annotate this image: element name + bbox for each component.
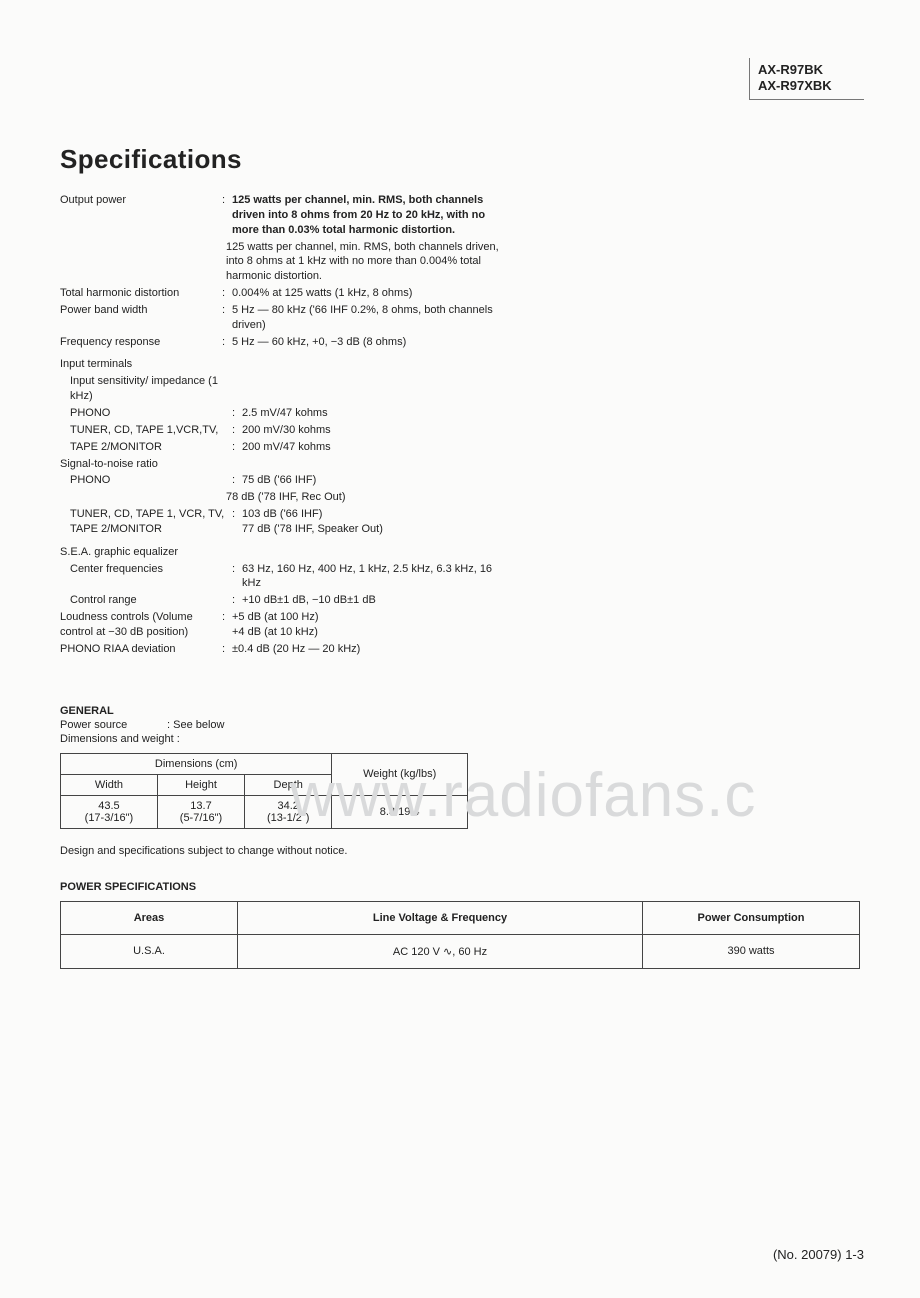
spec-loudness: Loudness controls (Volume control at −30… [60,610,504,640]
value-center-freq: 63 Hz, 160 Hz, 400 Hz, 1 kHz, 2.5 kHz, 6… [242,562,504,592]
value-thd: 0.004% at 125 watts (1 kHz, 8 ohms) [232,286,504,301]
spec-sn-phono: PHONO : 75 dB ('66 IHF) [60,473,504,488]
spec-phono: PHONO : 2.5 mV/47 kohms [60,406,504,421]
label-power-source: Power source [60,719,127,731]
value-phono-riaa: ±0.4 dB (20 Hz — 20 kHz) [232,642,504,657]
spec-block: Output power : 125 watts per channel, mi… [60,193,504,657]
value-sn-tuner-2: 77 dB ('78 IHF, Speaker Out) [242,522,504,537]
spec-thd: Total harmonic distortion : 0.004% at 12… [60,286,504,301]
cell-height: 13.7 (5-7/16") [157,795,244,828]
label-tuner-cd-tape1: TUNER, CD, TAPE 1,VCR,TV, [60,423,232,438]
label-sn: Signal-to-noise ratio [60,457,222,472]
value-fr: 5 Hz — 60 kHz, +0, −3 dB (8 ohms) [232,335,504,350]
label-tape2-monitor: TAPE 2/MONITOR [60,440,232,455]
label-sn-tuner: TUNER, CD, TAPE 1, VCR, TV, TAPE 2/MONIT… [60,507,232,537]
label-control-range: Control range [60,593,232,608]
value-phono: 2.5 mV/47 kohms [242,406,504,421]
spec-phono-riaa: PHONO RIAA deviation : ±0.4 dB (20 Hz — … [60,642,504,657]
spec-sea-label: S.E.A. graphic equalizer [60,545,504,560]
spec-output-power: Output power : 125 watts per channel, mi… [60,193,504,238]
page-title: Specifications [60,144,864,175]
value-control-range: +10 dB±1 dB, −10 dB±1 dB [242,593,504,608]
value-sn-tuner-1: 103 dB ('66 IHF) [242,507,504,522]
spec-sn-label: Signal-to-noise ratio [60,457,504,472]
power-heading: POWER SPECIFICATIONS [60,881,864,893]
label-input-sens: Input sensitivity/ impedance (1 kHz) [60,374,232,404]
spec-input-terminals: Input terminals [60,357,504,372]
label-phono: PHONO [60,406,232,421]
spec-power-band-width: Power band width : 5 Hz — 80 kHz ('66 IH… [60,303,504,333]
label-center-freq: Center frequencies [60,562,232,577]
value-sn-phono-2: 78 dB ('78 IHF, Rec Out) [226,490,504,505]
general-heading: GENERAL [60,705,864,717]
spec-sn-tuner: TUNER, CD, TAPE 1, VCR, TV, TAPE 2/MONIT… [60,507,504,537]
spec-input-sens: Input sensitivity/ impedance (1 kHz) [60,374,504,404]
label-thd: Total harmonic distortion [60,286,222,301]
value-tuner-cd-tape1: 200 mV/30 kohms [242,423,504,438]
value-loudness-2: +4 dB (at 10 kHz) [232,625,504,640]
value-pbw: 5 Hz — 80 kHz ('66 IHF 0.2%, 8 ohms, bot… [232,303,504,333]
col-consumption: Power Consumption [643,901,860,934]
label-sn-phono: PHONO [60,473,232,488]
value-power-source: See below [173,719,224,731]
model-label: AX-R97BK AX-R97XBK [749,58,864,100]
label-loudness: Loudness controls (Volume control at −30… [60,610,222,640]
value-sn-phono-1: 75 dB ('66 IHF) [242,473,504,488]
cell-line: AC 120 V ∿, 60 Hz [238,934,643,968]
general-power-source: Power source : See below [60,719,864,731]
spec-center-freq: Center frequencies : 63 Hz, 160 Hz, 400 … [60,562,504,592]
spec-control-range: Control range : +10 dB±1 dB, −10 dB±1 dB [60,593,504,608]
value-loudness-1: +5 dB (at 100 Hz) [232,610,504,625]
power-table: Areas Line Voltage & Frequency Power Con… [60,901,860,969]
spec-tuner-cd-tape1: TUNER, CD, TAPE 1,VCR,TV, : 200 mV/30 ko… [60,423,504,438]
col-width: Width [61,774,158,795]
col-line: Line Voltage & Frequency [238,901,643,934]
general-dim-weight-label: Dimensions and weight : [60,733,864,745]
col-height: Height [157,774,244,795]
page-footer: (No. 20079) 1-3 [773,1247,864,1262]
label-input-terminals: Input terminals [60,357,222,372]
value-output-power-secondary: 125 watts per channel, min. RMS, both ch… [226,240,504,285]
spec-tape2-monitor: TAPE 2/MONITOR : 200 mV/47 kohms [60,440,504,455]
label-pbw: Power band width [60,303,222,318]
label-output-power: Output power [60,193,222,208]
model-line2: AX-R97XBK [758,78,854,94]
col-areas: Areas [61,901,238,934]
label-fr: Frequency response [60,335,222,350]
cell-consumption: 390 watts [643,934,860,968]
label-phono-riaa: PHONO RIAA deviation [60,642,222,657]
value-output-power-primary: 125 watts per channel, min. RMS, both ch… [232,193,504,238]
page: AX-R97BK AX-R97XBK Specifications Output… [0,0,920,1298]
model-line1: AX-R97BK [758,62,854,78]
watermark: www.radiofans.c [290,760,756,831]
cell-width: 43.5 (17-3/16") [61,795,158,828]
value-tape2-monitor: 200 mV/47 kohms [242,440,504,455]
design-note: Design and specifications subject to cha… [60,845,864,857]
cell-area: U.S.A. [61,934,238,968]
label-sea: S.E.A. graphic equalizer [60,545,222,560]
spec-frequency-response: Frequency response : 5 Hz — 60 kHz, +0, … [60,335,504,350]
